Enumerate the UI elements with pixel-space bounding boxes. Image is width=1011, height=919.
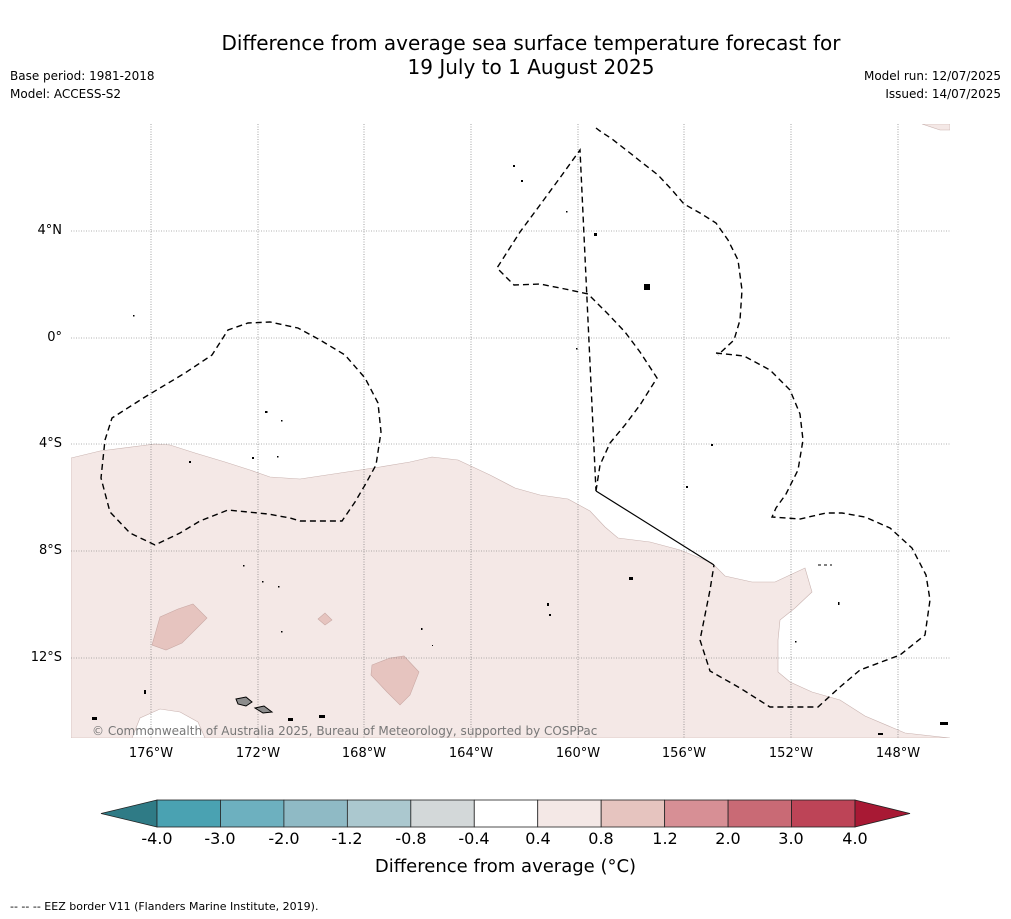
cbar-tick-0: -4.0 — [141, 829, 173, 848]
meta-right: Model run: 12/07/2025 Issued: 14/07/2025 — [864, 67, 1001, 103]
cbar-tick-5: -0.4 — [458, 829, 490, 848]
lon-label-164w: 164°W — [448, 746, 494, 761]
lon-label-152w: 152°W — [768, 746, 814, 761]
colorbar-segment — [791, 799, 856, 828]
cbar-tick-7: 0.8 — [588, 829, 614, 848]
colorbar-segment — [220, 799, 285, 828]
island-samoa-2 — [253, 705, 274, 714]
cbar-tick-10: 3.0 — [778, 829, 804, 848]
colorbar-segment — [727, 799, 792, 828]
cbar-tick-11: 4.0 — [842, 829, 868, 848]
cbar-tick-2: -2.0 — [268, 829, 300, 848]
cbar-tick-1: -3.0 — [204, 829, 236, 848]
colorbar-segment — [600, 799, 666, 828]
lat-label-0: 0° — [47, 330, 62, 345]
base-period-text: Base period: 1981-2018 — [10, 69, 155, 83]
lon-label-172w: 172°W — [235, 746, 281, 761]
anomaly-patch-2 — [317, 612, 333, 626]
colorbar-segment — [283, 799, 348, 828]
cbar-tick-9: 2.0 — [715, 829, 741, 848]
colorbar-segment — [537, 799, 602, 828]
colorbar-arrow-low — [100, 799, 158, 828]
lon-label-176w: 176°W — [128, 746, 174, 761]
colorbar-segment — [156, 799, 221, 828]
anomaly-patch-1 — [151, 603, 208, 651]
issued-text: Issued: 14/07/2025 — [885, 87, 1001, 101]
eez-solid-segment — [595, 490, 715, 566]
anomaly-region-light — [71, 443, 950, 738]
cbar-tick-3: -1.2 — [331, 829, 363, 848]
meta-left: Base period: 1981-2018 Model: ACCESS-S2 — [10, 67, 155, 103]
cbar-tick-4: -0.8 — [395, 829, 427, 848]
map-title: Difference from average sea surface temp… — [0, 31, 1011, 79]
colorbar-segment — [346, 799, 412, 828]
lon-label-156w: 156°W — [661, 746, 707, 761]
lon-label-148w: 148°W — [875, 746, 921, 761]
island-samoa-1 — [235, 696, 253, 707]
lat-label-4n: 4°N — [37, 223, 63, 238]
cbar-tick-6: 0.4 — [525, 829, 551, 848]
lat-label-8s: 8°S — [38, 543, 62, 558]
lat-label-12s: 12°S — [30, 650, 62, 665]
title-line-1: Difference from average sea surface temp… — [221, 31, 841, 55]
atolls — [92, 165, 948, 735]
model-run-text: Model run: 12/07/2025 — [863, 69, 1001, 83]
anomaly-patch-3 — [370, 655, 420, 706]
copyright-text: © Commonwealth of Australia 2025, Bureau… — [92, 724, 598, 738]
colorbar — [100, 799, 911, 828]
title-line-2: 19 July to 1 August 2025 — [407, 55, 655, 79]
cbar-tick-8: 1.2 — [652, 829, 678, 848]
graticule — [71, 124, 950, 738]
lon-label-168w: 168°W — [341, 746, 387, 761]
colorbar-segment — [664, 799, 729, 828]
colorbar-segment — [410, 799, 475, 828]
eez-borders — [100, 127, 931, 708]
colorbar-arrow-high — [854, 799, 911, 828]
lon-label-160w: 160°W — [555, 746, 601, 761]
colorbar-label: Difference from average (°C) — [374, 856, 637, 877]
model-text: Model: ACCESS-S2 — [10, 87, 122, 101]
islands — [235, 696, 274, 714]
lat-label-4s: 4°S — [38, 436, 62, 451]
colorbar-segment — [473, 799, 539, 828]
eez-footnote: -- -- -- EEZ border V11 (Flanders Marine… — [10, 900, 319, 913]
